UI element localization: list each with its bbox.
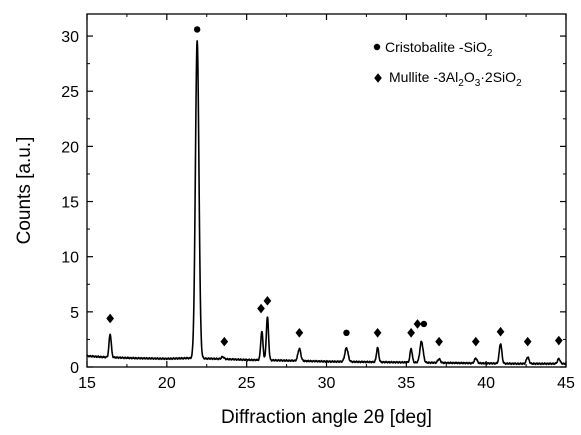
y-tick-label: 5	[70, 305, 79, 322]
mullite-marker	[106, 313, 114, 324]
diffraction-curve	[86, 40, 567, 366]
y-axis-label: Counts [a.u.]	[14, 137, 35, 245]
mullite-marker	[220, 336, 229, 347]
mullite-marker	[554, 335, 563, 346]
cristobalite-marker	[343, 329, 350, 337]
plot-frame	[86, 13, 567, 368]
y-tick-label: 10	[61, 250, 79, 267]
legend-cristobalite-symbol	[373, 43, 381, 51]
legend-mullite-symbol	[374, 73, 382, 83]
mullite-marker	[373, 328, 382, 338]
x-tick-label: 40	[477, 375, 495, 392]
x-tick-label: 35	[397, 375, 415, 392]
x-tick-label: 15	[78, 375, 96, 392]
mullite-marker	[471, 336, 480, 347]
x-tick-label: 30	[318, 375, 336, 392]
mullite-marker	[263, 296, 272, 306]
x-tick-label: 45	[557, 375, 575, 392]
y-tick-label: 20	[61, 139, 79, 156]
y-tick-label: 30	[61, 29, 79, 46]
mullite-marker	[523, 336, 532, 347]
mullite-marker	[257, 303, 265, 314]
cristobalite-marker	[193, 26, 201, 33]
mullite-marker	[413, 319, 422, 329]
y-tick-label: 15	[61, 195, 79, 212]
y-tick-label: 0	[70, 360, 79, 377]
cristobalite-marker	[420, 320, 428, 328]
y-tick-label: 25	[61, 84, 79, 101]
mullite-marker	[295, 328, 304, 338]
x-tick-label: 25	[238, 375, 256, 392]
x-tick-label: 20	[158, 375, 176, 392]
mullite-marker	[496, 326, 505, 337]
mullite-marker	[407, 328, 415, 338]
x-axis-label: Diffraction angle 2θ [deg]	[221, 407, 432, 428]
legend-mullite-label: Mullite -3Al2O3·2SiO2	[389, 69, 522, 89]
legend-cristobalite-label: Cristobalite -SiO2	[385, 39, 493, 59]
mullite-marker	[435, 336, 443, 347]
